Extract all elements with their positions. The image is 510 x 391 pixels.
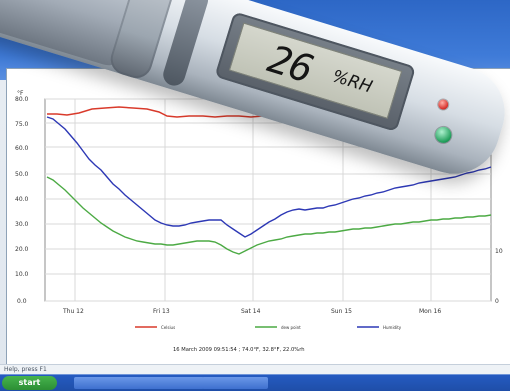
y-tick-label: 0.0: [17, 298, 27, 305]
taskbar-item[interactable]: [74, 377, 140, 389]
x-tick-label: Fri 13: [153, 308, 170, 315]
y-tick-label: 40.0: [15, 196, 29, 203]
grid-lines: [45, 98, 491, 302]
y-tick-label: 10.0: [15, 271, 29, 278]
taskbar: start: [0, 374, 510, 391]
series-line-dew-point: [46, 176, 492, 255]
legend: Celsius dew point Humidity: [135, 325, 402, 330]
chart-info-line: 16 March 2009 09:51:54 ; 74.0°F, 32.8°F,…: [173, 347, 305, 353]
status-bar: Help, press F1: [0, 364, 510, 374]
y-tick-label: 75.0: [15, 121, 29, 128]
right-tick-label: 10: [495, 248, 503, 255]
taskbar-item[interactable]: [138, 377, 204, 389]
y-axis-unit: °F: [17, 90, 24, 97]
lcd-value: 26: [262, 36, 318, 92]
legend-label-humidity: Humidity: [383, 325, 402, 330]
x-tick-label: Mon 16: [419, 308, 441, 315]
y-tick-label: 60.0: [15, 145, 29, 152]
x-tick-label: Thu 12: [62, 308, 84, 315]
series-line-humidity: [46, 116, 492, 238]
chart-window: °F 80.0 75.0 60.0 50.0 40.0 30.0 20.0 10…: [6, 68, 510, 380]
start-button[interactable]: start: [2, 376, 57, 390]
taskbar-item[interactable]: [202, 377, 268, 389]
y-tick-label: 50.0: [15, 171, 29, 178]
y-tick-label: 80.0: [15, 96, 29, 103]
y-tick-label: 30.0: [15, 221, 29, 228]
lcd-unit: %RH: [329, 66, 375, 98]
legend-label-celsius: Celsius: [161, 325, 175, 330]
legend-label-dew-point: dew point: [281, 325, 301, 330]
status-text: Help, press F1: [4, 366, 47, 373]
y-tick-label: 20.0: [15, 246, 29, 253]
x-tick-label: Sat 14: [241, 308, 261, 315]
x-tick-label: Sun 15: [331, 308, 352, 315]
right-tick-label: 0: [495, 298, 499, 305]
